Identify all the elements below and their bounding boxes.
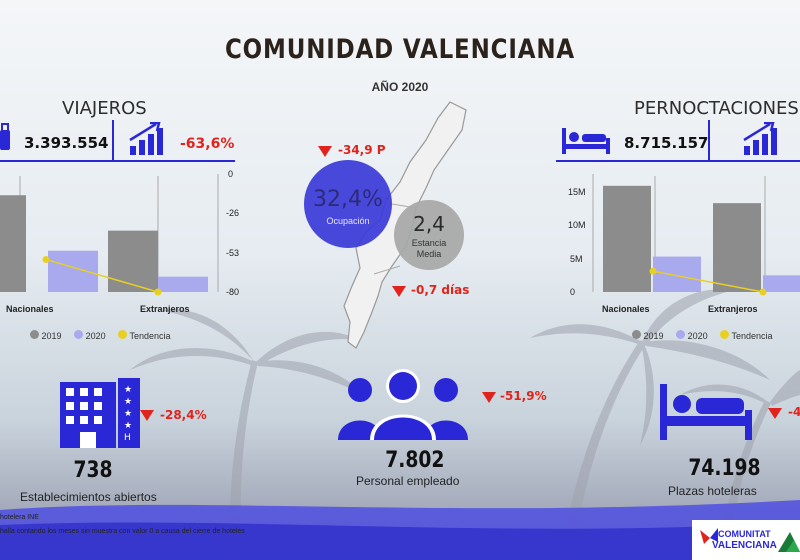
viajeros-cat-extranjeros: Extranjeros: [140, 304, 190, 314]
legend-label-2019: 2019: [41, 331, 62, 341]
year-label: AÑO 2020: [371, 80, 429, 94]
personal-down-arrow: [482, 392, 496, 403]
pernoctaciones-legend: 2019 2020 Tendencia: [632, 330, 773, 341]
viajeros-cat-nacionales: Nacionales: [6, 304, 54, 314]
pernoctaciones-trend-line: [652, 270, 764, 293]
pernoctaciones-bar-2019-1: [713, 203, 761, 292]
viajeros-bar-2019-1: [108, 230, 158, 292]
viajeros-ytick-0: 0: [228, 169, 234, 179]
footer-note: halla contando los meses sin muestra con…: [0, 528, 245, 535]
pernoctaciones-ytick-3: 15M: [568, 187, 586, 197]
ocupacion-label: Ocupación: [326, 216, 370, 226]
svg-text:★: ★: [124, 409, 132, 419]
bed-icon: [562, 128, 610, 154]
estancia-label-1: Estancia: [411, 238, 447, 248]
viajeros-title: VIAJEROS: [62, 98, 147, 119]
legend-label-2019: 2019: [643, 331, 664, 341]
establecimientos-label: Establecimientos abiertos: [20, 490, 157, 504]
people-group-icon: [338, 369, 468, 440]
viajeros-total: 3.393.554: [24, 134, 109, 152]
traveler-icon: [0, 123, 10, 150]
legend-label-2020: 2020: [687, 331, 708, 341]
pernoctaciones-trend-point-0: [649, 267, 657, 275]
logo-box: [692, 520, 800, 560]
establecimientos-down-arrow: [140, 410, 154, 421]
viajeros-ytick-3: -80: [226, 287, 240, 297]
legend-label-tendencia: Tendencia: [731, 331, 773, 341]
establecimientos-change: -28,4%: [160, 408, 207, 422]
viajeros-change: -63,6%: [180, 136, 235, 152]
page-title: COMUNIDAD VALENCIANA: [224, 34, 576, 65]
legend-swatch-2020: [676, 330, 686, 339]
ocupacion-value: 32,4%: [313, 187, 383, 212]
bed-icon: [660, 384, 752, 440]
legend-swatch-2019: [632, 330, 641, 339]
pernoctaciones-underline: [556, 160, 800, 162]
viajeros-trend-line: [45, 258, 159, 293]
personal-label: Personal empleado: [356, 474, 460, 488]
growth-chart-icon: [129, 122, 163, 155]
viajeros-ytick-1: -26: [226, 208, 240, 218]
logo-mark-icon: [700, 528, 718, 544]
personal-change: -51,9%: [500, 389, 547, 403]
legend-swatch-tendencia: [118, 330, 128, 339]
estancia-change: -0,7 días: [411, 283, 470, 297]
pernoctaciones-divider: [708, 120, 710, 162]
legend-label-2020: 2020: [85, 331, 106, 341]
viajeros-trend-point-0: [42, 256, 50, 264]
growth-chart-icon: [743, 122, 777, 155]
plazas-label: Plazas hoteleras: [668, 484, 757, 498]
footer-source: hotelera INE: [0, 514, 39, 521]
mountain-logo-icon: [778, 532, 800, 552]
pernoctaciones-ytick-1: 5M: [570, 254, 583, 264]
plazas-change: -4: [788, 405, 800, 419]
estancia-circle: [394, 200, 464, 270]
pernoctaciones-trend-point-1: [759, 288, 767, 296]
viajeros-ytick-2: -53: [226, 248, 240, 258]
pernoctaciones-ytick-0: 0: [570, 287, 576, 297]
viajeros-bar-2020-1: [158, 276, 208, 292]
svg-text:★: ★: [124, 421, 132, 431]
pernoctaciones-bar-2019-0: [603, 185, 651, 292]
pernoctaciones-bar-2020-0: [653, 256, 701, 292]
estancia-label-2: Media: [416, 249, 442, 259]
viajeros-bar-2019-0: [0, 195, 26, 292]
pernoctaciones-chart: [592, 174, 800, 296]
viajeros-underline: [0, 160, 235, 162]
svg-text:H: H: [124, 433, 131, 443]
viajeros-bar-2020-0: [48, 250, 98, 292]
estancia-down-arrow: [392, 286, 406, 297]
logo-text-1: COMUNITAT: [718, 529, 771, 539]
personal-value: 7.802: [385, 448, 445, 473]
pernoctaciones-cat-nacionales: Nacionales: [602, 304, 650, 314]
pernoctaciones-ytick-2: 10M: [568, 220, 586, 230]
legend-label-tendencia: Tendencia: [129, 331, 171, 341]
pernoctaciones-cat-extranjeros: Extranjeros: [708, 304, 758, 314]
ocupacion-down-arrow: [318, 146, 332, 157]
svg-text:★: ★: [124, 385, 132, 395]
legend-swatch-2020: [74, 330, 84, 339]
ocupacion-change: -34,9 P: [338, 143, 386, 157]
viajeros-divider: [112, 120, 114, 162]
viajeros-trend-point-1: [154, 288, 162, 296]
plazas-down-arrow: [768, 408, 782, 419]
viajeros-chart: [0, 174, 219, 296]
pernoctaciones-total: 8.715.157: [624, 134, 709, 152]
svg-text:★: ★: [124, 397, 132, 407]
ocupacion-circle: [304, 160, 392, 248]
pernoctaciones-title: PERNOCTACIONES: [634, 98, 799, 119]
hotel-building-icon: ★ ★ ★ ★ H: [60, 378, 140, 448]
legend-swatch-tendencia: [720, 330, 730, 339]
legend-swatch-2019: [30, 330, 39, 339]
pernoctaciones-bar-2020-1: [763, 275, 800, 292]
plazas-value: 74.198: [688, 456, 761, 481]
logo-text-2: VALENCIANA: [712, 540, 777, 551]
viajeros-legend: 2019 2020 Tendencia: [30, 330, 171, 341]
establecimientos-value: 738: [73, 458, 113, 483]
estancia-value: 2,4: [413, 212, 445, 236]
